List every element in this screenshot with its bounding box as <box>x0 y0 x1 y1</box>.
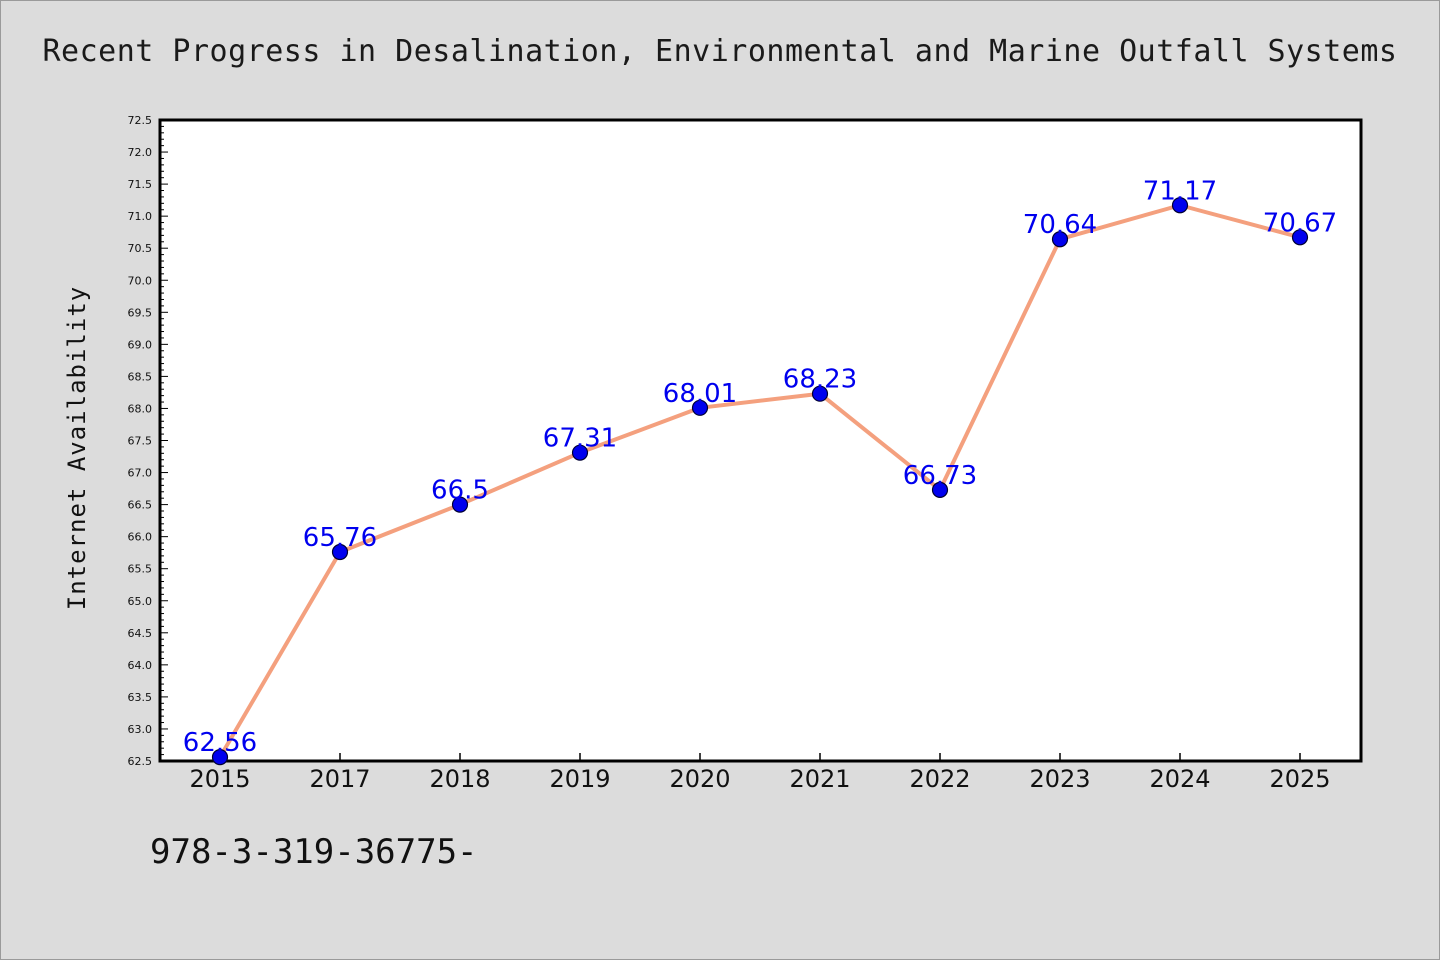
y-tick-label: 65.5 <box>128 563 153 576</box>
x-tick-label: 2024 <box>1149 765 1210 793</box>
data-point <box>1291 229 1309 246</box>
data-point <box>1051 231 1069 248</box>
data-point <box>451 496 469 513</box>
data-label: 66.5 <box>431 476 489 506</box>
y-tick-label: 62.5 <box>128 755 153 768</box>
x-tick-label: 2020 <box>669 765 730 793</box>
y-tick-label: 64.5 <box>128 627 153 640</box>
data-point <box>211 749 229 766</box>
x-tick-label: 2021 <box>789 765 850 793</box>
data-label: 71.17 <box>1143 176 1217 206</box>
x-tick-label: 2025 <box>1269 765 1330 793</box>
series-line <box>218 203 1301 759</box>
x-tick-label: 2017 <box>309 765 370 793</box>
y-tick-label: 63.5 <box>128 691 153 704</box>
x-tick-label: 2023 <box>1029 765 1090 793</box>
y-tick-label: 71.5 <box>128 178 153 191</box>
data-label: 67.31 <box>543 424 617 454</box>
data-labels: 62.56 65.76 66.5 67.31 68.01 68.23 66.73 70.64 7… <box>183 176 1337 758</box>
data-point <box>1171 197 1189 214</box>
data-label: 68.01 <box>663 379 737 409</box>
y-tick-label: 65.0 <box>128 595 153 608</box>
y-tick-label: 64.0 <box>128 659 153 672</box>
y-tick-label: 66.0 <box>128 531 153 544</box>
x-axis: 2015 2017 2018 2019 2020 2021 2022 2023 2024 2025 <box>189 753 1331 793</box>
data-label: 62.56 <box>183 728 257 758</box>
y-tick-label: 68.5 <box>128 370 153 383</box>
x-tick-label: 2015 <box>189 765 250 793</box>
data-point <box>931 481 949 498</box>
y-tick-label: 67.0 <box>128 467 153 480</box>
y-tick-label: 67.5 <box>128 435 153 448</box>
y-tick-label: 72.0 <box>128 146 153 159</box>
y-axis-label: Internet Availability <box>63 286 91 610</box>
series-markers <box>211 197 1309 766</box>
plot-area <box>158 118 1363 763</box>
y-tick-label: 70.0 <box>128 274 153 287</box>
y-tick-label: 66.5 <box>128 499 153 512</box>
data-point <box>571 444 589 461</box>
data-point <box>331 543 349 561</box>
y-tick-label: 68.0 <box>128 402 153 415</box>
chart-title: Recent Progress in Desalination, Environ… <box>42 34 1398 69</box>
y-tick-label: 71.0 <box>128 210 153 223</box>
x-tick-label: 2018 <box>429 765 490 793</box>
x-tick-label: 2019 <box>549 765 610 793</box>
data-label: 66.73 <box>903 461 977 491</box>
y-tick-label: 69.0 <box>128 338 153 351</box>
data-label: 70.67 <box>1263 208 1337 238</box>
y-tick-label: 63.0 <box>128 723 153 736</box>
y-tick-label: 70.5 <box>128 242 153 255</box>
y-tick-label: 72.5 <box>128 114 153 127</box>
data-label: 68.23 <box>783 365 857 395</box>
footnote-isbn: 978-3-319-36775- <box>150 832 478 872</box>
y-axis: 62.5 63.0 63.5 64.0 64.5 65.0 65.5 66.0 66.5 67.0… <box>128 114 168 768</box>
x-tick-label: 2022 <box>909 765 970 793</box>
data-point <box>811 385 829 402</box>
data-label: 65.76 <box>303 523 377 553</box>
y-tick-label: 69.5 <box>128 306 153 319</box>
data-label: 70.64 <box>1023 210 1097 240</box>
data-point <box>691 399 709 416</box>
